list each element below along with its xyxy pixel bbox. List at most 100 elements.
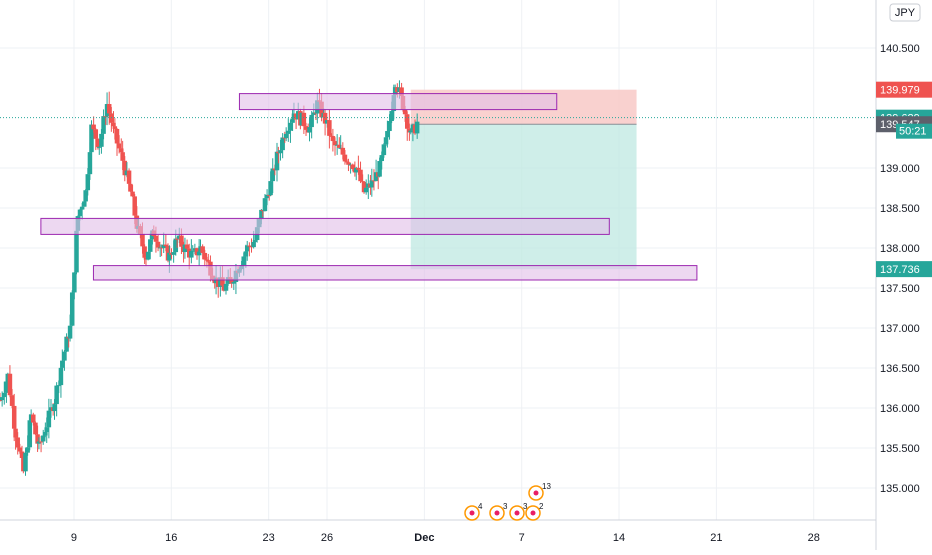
- candle-body: [196, 251, 202, 256]
- candle-body: [171, 252, 176, 255]
- candle-body: [101, 116, 106, 134]
- event-dot-icon: [514, 510, 520, 516]
- candle-body: [91, 124, 96, 130]
- candle-body: [381, 144, 387, 156]
- candle-body: [266, 194, 272, 196]
- event-dot-icon: [533, 490, 539, 496]
- candle-body: [27, 420, 33, 448]
- candle-body: [288, 122, 293, 131]
- candle-body: [103, 116, 108, 118]
- x-tick-label: 23: [263, 532, 275, 544]
- candle-body: [356, 167, 361, 170]
- candle-body: [220, 277, 225, 286]
- candle-body: [290, 118, 295, 123]
- candle-body: [309, 114, 314, 128]
- candle-body: [259, 209, 264, 220]
- candle-body: [142, 246, 147, 258]
- candle-body: [83, 190, 88, 202]
- candle-body: [52, 404, 57, 412]
- candle-body: [252, 240, 258, 242]
- event-count: 3: [523, 502, 528, 511]
- candle-body: [332, 141, 338, 146]
- candle-body: [31, 414, 36, 423]
- candle-body: [19, 451, 25, 459]
- candle-body: [387, 121, 392, 132]
- candle-body: [184, 244, 190, 249]
- candle-body: [140, 233, 145, 247]
- event-marker[interactable]: 2: [525, 502, 544, 521]
- candle-body: [350, 164, 355, 170]
- candle-body: [145, 251, 151, 260]
- event-count: 2: [539, 502, 544, 511]
- candle-body: [229, 278, 234, 284]
- long-short-position-tool[interactable]: [410, 89, 637, 270]
- candle-body: [340, 147, 346, 155]
- candle-body: [119, 148, 124, 153]
- event-marker[interactable]: 4: [464, 502, 483, 521]
- candle-body: [67, 325, 73, 339]
- candle-body: [330, 136, 336, 142]
- y-tick-label: 138.500: [880, 203, 920, 215]
- take-profit-area[interactable]: [410, 124, 637, 270]
- candle-body: [54, 385, 59, 405]
- candle-body: [85, 174, 91, 191]
- zone-rectangle-1[interactable]: [238, 93, 558, 111]
- candle-body: [283, 133, 289, 139]
- candle-body: [247, 245, 252, 247]
- event-marker[interactable]: 3: [489, 502, 508, 521]
- zone-rectangle-2[interactable]: [40, 217, 610, 235]
- candle-body: [363, 187, 369, 193]
- x-tick-label: 14: [613, 532, 625, 544]
- candle-body: [280, 137, 285, 151]
- candle-body: [130, 191, 135, 197]
- price-label-text: 139.979: [880, 85, 920, 97]
- candle-body: [7, 373, 13, 396]
- event-marker[interactable]: 3: [509, 502, 528, 521]
- candle-body: [206, 260, 211, 262]
- candle-body: [15, 437, 20, 448]
- currency-badge-box[interactable]: [889, 3, 921, 22]
- candle-body: [62, 351, 67, 361]
- y-tick-label: 135.000: [880, 483, 920, 495]
- candle-body: [322, 112, 328, 124]
- candle-body: [114, 128, 120, 144]
- price-label: 139.979: [876, 81, 932, 98]
- candle-body: [361, 181, 367, 193]
- y-tick-label: 135.500: [880, 443, 920, 455]
- candle-body: [244, 245, 250, 252]
- candle-body: [72, 272, 77, 293]
- countdown-timer: 50:21: [899, 126, 927, 138]
- zone-rectangle-3[interactable]: [92, 265, 698, 281]
- candle-body: [402, 109, 408, 115]
- event-markers[interactable]: 4 3 3 2 13: [464, 482, 551, 521]
- candle-body: [128, 183, 133, 192]
- candle-body: [40, 435, 46, 442]
- candle-body: [120, 152, 125, 161]
- candle-body: [278, 150, 283, 154]
- candle-body: [407, 128, 412, 133]
- candle-body: [301, 112, 307, 127]
- candle-body: [243, 251, 249, 257]
- candle-body: [36, 441, 42, 444]
- candle-body: [25, 447, 30, 453]
- candle-body: [17, 447, 23, 452]
- x-tick-label: 16: [165, 532, 177, 544]
- countdown-bg: [896, 123, 932, 139]
- candle-body: [346, 162, 351, 165]
- candle-body: [404, 114, 410, 129]
- candle-body: [106, 104, 112, 114]
- candle-body: [58, 367, 64, 386]
- candle-body: [173, 238, 179, 253]
- candle-body: [383, 137, 389, 145]
- event-count: 3: [503, 502, 508, 511]
- candle-body: [225, 277, 231, 284]
- candle-body: [4, 381, 9, 393]
- candle-body: [204, 259, 210, 261]
- x-tick-label: 26: [321, 532, 333, 544]
- candle-body: [60, 360, 65, 368]
- candle-body: [97, 146, 102, 148]
- event-marker[interactable]: 13: [528, 482, 551, 501]
- candle-body: [303, 126, 309, 130]
